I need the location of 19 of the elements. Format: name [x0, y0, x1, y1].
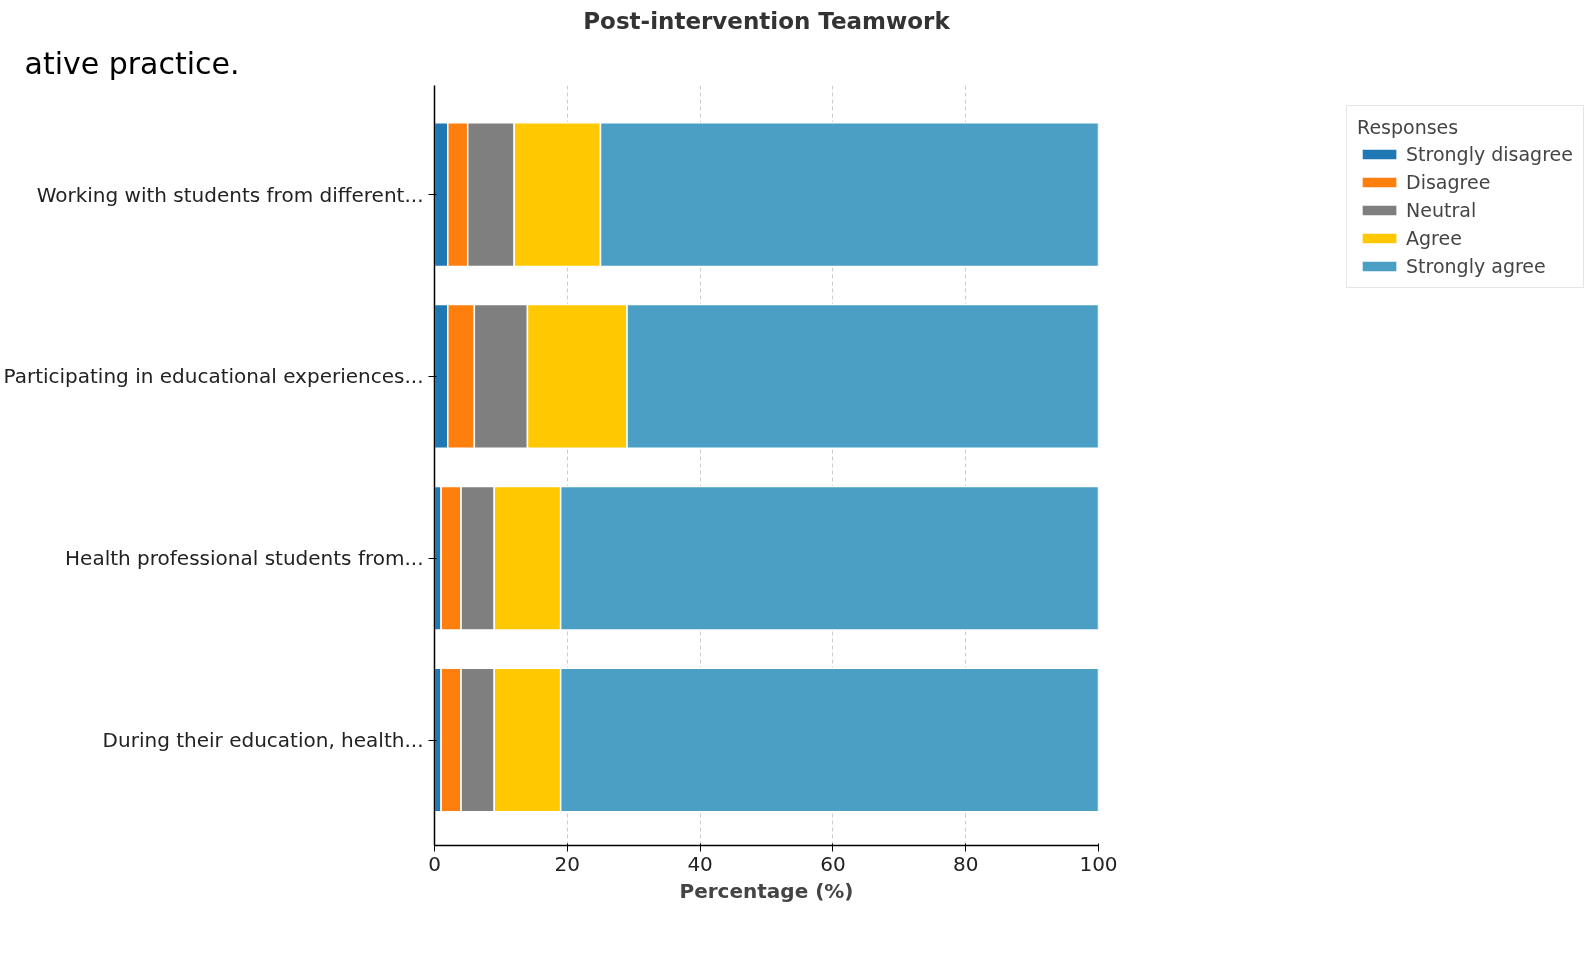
legend-label: Strongly agree	[1406, 255, 1546, 277]
x-tick-label: 60	[820, 851, 846, 876]
x-tick-label: 40	[687, 851, 713, 876]
x-tick-label: 100	[1079, 851, 1118, 876]
x-axis-title: Percentage (%)	[679, 878, 854, 903]
y-tick-label: Participating in educational experiences...	[3, 364, 424, 389]
legend-label: Neutral	[1406, 199, 1477, 221]
x-tick-label: 20	[554, 851, 581, 876]
legend-title: Responses	[1357, 116, 1460, 138]
y-tick-label: During their education, health...	[102, 728, 424, 753]
y-tick-label: Working with students from different...	[36, 182, 424, 207]
x-tick-label: 0	[428, 851, 441, 876]
legend-label: Strongly disagree	[1406, 143, 1573, 165]
text: ative practice.	[24, 45, 240, 81]
legend-label: Agree	[1406, 227, 1462, 249]
chart-title: Post-intervention Teamwork	[583, 7, 951, 34]
x-tick-label: 80	[952, 851, 979, 876]
y-tick-label: Health professional students from...	[65, 546, 424, 571]
legend-label: Disagree	[1406, 171, 1491, 193]
